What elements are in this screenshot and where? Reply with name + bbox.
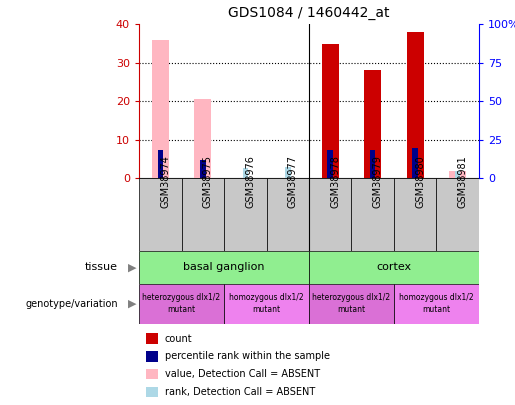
Text: heterozygous dlx1/2
mutant: heterozygous dlx1/2 mutant xyxy=(143,293,220,314)
Bar xyxy=(146,333,158,344)
Bar xyxy=(194,99,211,178)
Bar xyxy=(455,171,460,178)
Text: rank, Detection Call = ABSENT: rank, Detection Call = ABSENT xyxy=(165,387,315,397)
Text: GSM38978: GSM38978 xyxy=(330,156,340,208)
Bar xyxy=(200,160,205,178)
Bar xyxy=(139,24,182,178)
Bar xyxy=(436,24,479,178)
Bar xyxy=(182,178,224,251)
Text: basal ganglion: basal ganglion xyxy=(183,262,265,272)
Text: genotype/variation: genotype/variation xyxy=(26,299,118,309)
Bar xyxy=(285,167,290,178)
Bar xyxy=(146,387,158,397)
Bar xyxy=(267,24,309,178)
Bar xyxy=(351,178,394,251)
Bar xyxy=(364,70,381,178)
Bar xyxy=(224,284,309,324)
Bar xyxy=(328,150,333,178)
Bar xyxy=(436,178,479,251)
Bar xyxy=(394,24,437,178)
Text: heterozygous dlx1/2
mutant: heterozygous dlx1/2 mutant xyxy=(313,293,390,314)
Text: ▶: ▶ xyxy=(128,262,136,272)
Bar xyxy=(224,178,267,251)
Bar xyxy=(152,40,169,178)
Text: ▶: ▶ xyxy=(128,299,136,309)
Bar xyxy=(139,251,309,284)
Bar xyxy=(413,148,418,178)
Text: percentile rank within the sample: percentile rank within the sample xyxy=(165,352,330,361)
Bar xyxy=(394,284,479,324)
Bar xyxy=(394,178,437,251)
Bar xyxy=(309,251,479,284)
Bar xyxy=(139,284,224,324)
Bar xyxy=(407,32,424,178)
Text: count: count xyxy=(165,334,192,343)
Text: GSM38977: GSM38977 xyxy=(288,156,298,208)
Bar xyxy=(309,24,351,178)
Bar xyxy=(158,151,163,178)
Bar xyxy=(370,151,375,178)
Bar xyxy=(351,24,394,178)
Bar xyxy=(267,178,309,251)
Bar xyxy=(449,171,466,178)
Title: GDS1084 / 1460442_at: GDS1084 / 1460442_at xyxy=(228,6,390,21)
Text: GSM38974: GSM38974 xyxy=(160,156,170,208)
Text: value, Detection Call = ABSENT: value, Detection Call = ABSENT xyxy=(165,369,320,379)
Bar xyxy=(322,43,339,178)
Text: cortex: cortex xyxy=(376,262,411,272)
Bar xyxy=(285,167,290,178)
Bar xyxy=(309,284,394,324)
Text: GSM38981: GSM38981 xyxy=(458,156,468,208)
Bar xyxy=(224,24,267,178)
Text: GSM38976: GSM38976 xyxy=(245,156,255,208)
Text: GSM38979: GSM38979 xyxy=(373,156,383,208)
Bar xyxy=(243,168,248,178)
Bar xyxy=(146,351,158,362)
Bar xyxy=(139,178,182,251)
Text: GSM38975: GSM38975 xyxy=(203,156,213,208)
Text: GSM38980: GSM38980 xyxy=(415,156,425,208)
Text: tissue: tissue xyxy=(85,262,118,272)
Bar xyxy=(182,24,224,178)
Bar xyxy=(309,178,351,251)
Text: homozygous dlx1/2
mutant: homozygous dlx1/2 mutant xyxy=(399,293,474,314)
Bar xyxy=(146,369,158,379)
Text: homozygous dlx1/2
mutant: homozygous dlx1/2 mutant xyxy=(229,293,304,314)
